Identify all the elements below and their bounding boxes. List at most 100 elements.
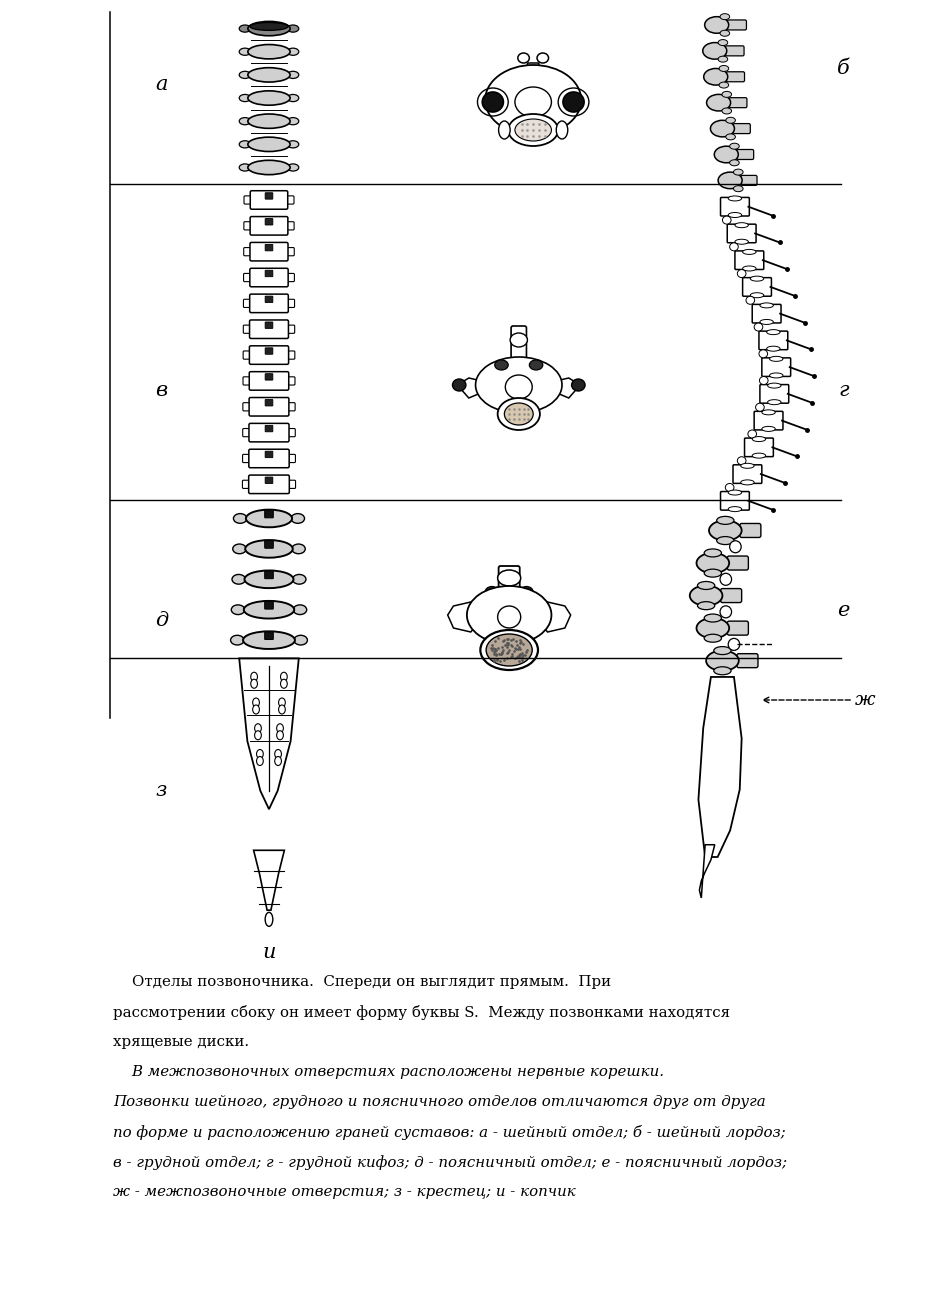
FancyBboxPatch shape: [250, 268, 289, 286]
Ellipse shape: [288, 95, 299, 101]
Text: б: б: [838, 58, 850, 78]
FancyBboxPatch shape: [265, 245, 273, 251]
FancyBboxPatch shape: [728, 224, 756, 242]
Ellipse shape: [246, 510, 292, 527]
Ellipse shape: [288, 141, 299, 148]
Ellipse shape: [697, 553, 729, 574]
Ellipse shape: [722, 92, 731, 97]
FancyBboxPatch shape: [286, 455, 295, 462]
Ellipse shape: [741, 464, 754, 469]
Ellipse shape: [719, 82, 728, 88]
FancyBboxPatch shape: [243, 221, 254, 231]
FancyBboxPatch shape: [243, 377, 253, 385]
Ellipse shape: [239, 118, 251, 124]
Ellipse shape: [232, 575, 245, 584]
FancyBboxPatch shape: [733, 465, 761, 483]
Ellipse shape: [485, 65, 581, 135]
Ellipse shape: [255, 724, 261, 733]
Ellipse shape: [720, 30, 729, 36]
Ellipse shape: [709, 521, 742, 540]
Text: в - грудной отдел; г - грудной кифоз; д - поясничный отдел; е - поясничный лордо: в - грудной отдел; г - грудной кифоз; д …: [114, 1155, 788, 1169]
Ellipse shape: [716, 517, 734, 524]
Ellipse shape: [720, 14, 729, 19]
FancyBboxPatch shape: [728, 622, 748, 635]
Ellipse shape: [515, 87, 552, 117]
FancyBboxPatch shape: [265, 477, 273, 483]
Ellipse shape: [293, 605, 306, 615]
FancyBboxPatch shape: [250, 190, 288, 210]
Text: и: и: [262, 943, 275, 961]
Ellipse shape: [497, 606, 521, 628]
Text: рассмотрении сбоку он имеет форму буквы S.  Между позвонками находятся: рассмотрении сбоку он имеет форму буквы …: [114, 1005, 730, 1020]
Ellipse shape: [735, 240, 748, 245]
FancyBboxPatch shape: [754, 412, 783, 430]
FancyBboxPatch shape: [265, 219, 273, 225]
FancyBboxPatch shape: [265, 601, 274, 609]
Ellipse shape: [756, 403, 764, 412]
Ellipse shape: [714, 146, 738, 163]
Ellipse shape: [737, 269, 746, 277]
Text: Отделы позвоночника.  Спереди он выглядит прямым.  При: Отделы позвоночника. Спереди он выглядит…: [114, 975, 612, 989]
FancyBboxPatch shape: [243, 273, 253, 281]
Ellipse shape: [280, 672, 288, 681]
Ellipse shape: [735, 223, 748, 228]
Ellipse shape: [728, 212, 742, 218]
Ellipse shape: [743, 250, 756, 254]
Ellipse shape: [729, 144, 739, 149]
Ellipse shape: [274, 750, 281, 759]
Ellipse shape: [743, 265, 756, 271]
Ellipse shape: [248, 114, 290, 128]
Ellipse shape: [476, 357, 562, 413]
FancyBboxPatch shape: [737, 654, 758, 668]
Ellipse shape: [239, 164, 251, 171]
Ellipse shape: [718, 40, 728, 45]
Ellipse shape: [230, 636, 244, 645]
Ellipse shape: [723, 216, 731, 224]
FancyBboxPatch shape: [243, 325, 253, 333]
Text: е: е: [838, 601, 850, 619]
FancyBboxPatch shape: [761, 357, 791, 377]
Ellipse shape: [239, 141, 251, 148]
Circle shape: [729, 541, 741, 553]
FancyBboxPatch shape: [741, 175, 757, 185]
FancyBboxPatch shape: [243, 247, 254, 256]
Ellipse shape: [288, 71, 299, 79]
Ellipse shape: [556, 120, 568, 139]
Ellipse shape: [767, 330, 780, 334]
Ellipse shape: [497, 398, 540, 430]
FancyBboxPatch shape: [721, 588, 742, 602]
FancyBboxPatch shape: [249, 346, 289, 364]
FancyBboxPatch shape: [498, 566, 520, 592]
Ellipse shape: [248, 44, 290, 58]
Ellipse shape: [737, 457, 746, 465]
FancyBboxPatch shape: [760, 385, 789, 403]
Ellipse shape: [750, 276, 763, 281]
FancyBboxPatch shape: [737, 149, 754, 159]
FancyBboxPatch shape: [243, 403, 253, 411]
Ellipse shape: [768, 383, 781, 388]
Ellipse shape: [746, 297, 755, 304]
Text: Позвонки шейного, грудного и поясничного отделов отличаются друг от друга: Позвонки шейного, грудного и поясничного…: [114, 1096, 766, 1109]
Ellipse shape: [485, 587, 498, 597]
FancyBboxPatch shape: [285, 325, 295, 333]
Ellipse shape: [486, 635, 532, 666]
FancyBboxPatch shape: [250, 216, 288, 236]
Text: ж - межпозвоночные отверстия; з - крестец; и - копчик: ж - межпозвоночные отверстия; з - кресте…: [114, 1185, 576, 1199]
FancyBboxPatch shape: [285, 351, 295, 359]
FancyBboxPatch shape: [729, 97, 747, 107]
FancyBboxPatch shape: [249, 320, 289, 338]
Text: В межпозвоночных отверстиях расположены нервные корешки.: В межпозвоночных отверстиях расположены …: [114, 1064, 665, 1079]
Ellipse shape: [233, 514, 247, 523]
Ellipse shape: [707, 95, 730, 111]
FancyBboxPatch shape: [265, 348, 273, 355]
Ellipse shape: [697, 581, 714, 589]
Ellipse shape: [704, 614, 722, 622]
FancyBboxPatch shape: [285, 273, 294, 281]
Ellipse shape: [233, 544, 246, 554]
Ellipse shape: [497, 570, 521, 587]
Ellipse shape: [248, 67, 290, 82]
Ellipse shape: [480, 629, 538, 670]
Ellipse shape: [761, 409, 776, 414]
Ellipse shape: [704, 549, 722, 557]
Ellipse shape: [718, 172, 743, 189]
